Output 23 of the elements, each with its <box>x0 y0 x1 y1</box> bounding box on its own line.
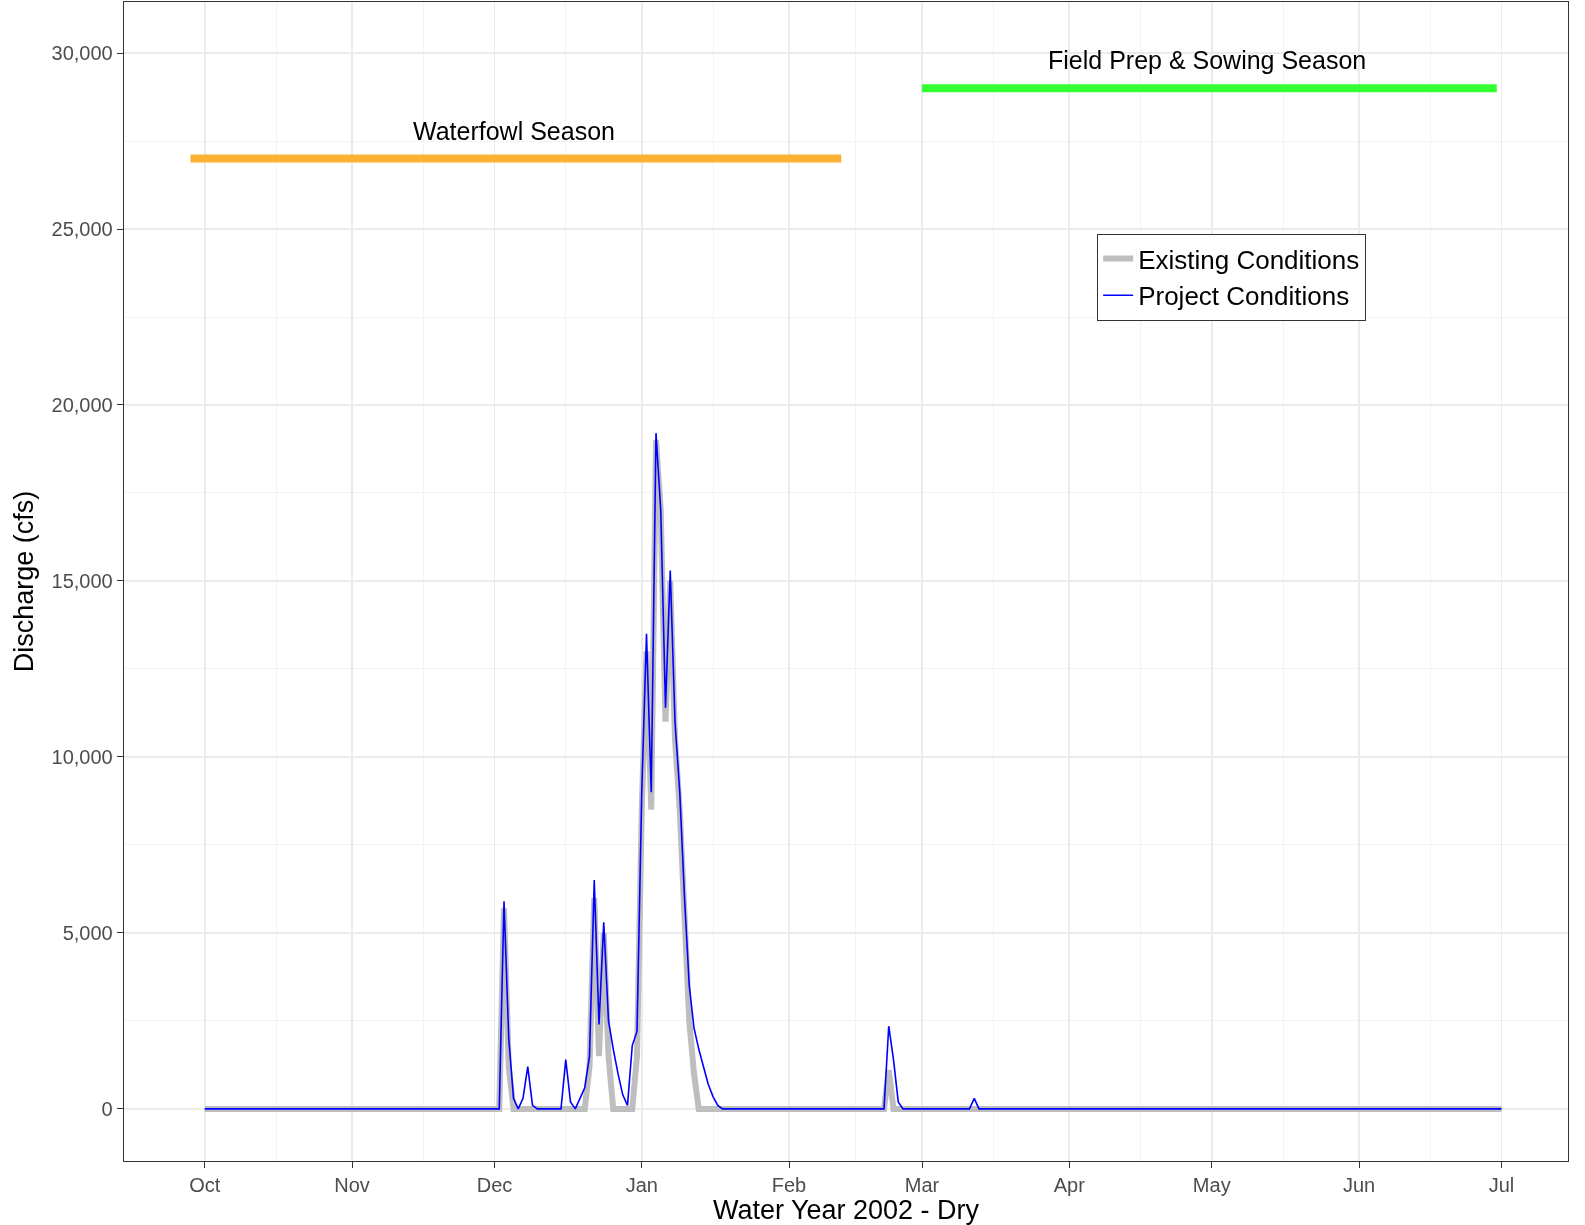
x-axis-title: Water Year 2002 - Dry <box>712 1195 980 1225</box>
x-tick-label: Mar <box>904 1174 940 1197</box>
legend-label: Existing Conditions <box>1138 244 1360 275</box>
y-axis-title: Discharge (cfs) <box>8 490 39 673</box>
series-label: Waterfowl Season <box>413 117 615 145</box>
y-tick-label: 20,000 <box>51 393 113 416</box>
x-tick-label: Jul <box>1488 1174 1515 1197</box>
y-tick-label: 0 <box>101 1097 113 1120</box>
y-tick-label: 15,000 <box>51 569 113 592</box>
y-tick-label: 25,000 <box>51 218 113 241</box>
y-tick-label: 30,000 <box>51 42 113 65</box>
series-label: Field Prep & Sowing Season <box>1048 46 1367 74</box>
x-tick-label: Feb <box>771 1174 807 1197</box>
x-tick-label: Nov <box>334 1174 370 1197</box>
y-tick-label: 10,000 <box>51 745 113 768</box>
x-tick-label: Apr <box>1053 1174 1086 1197</box>
x-tick-label: Dec <box>476 1174 513 1197</box>
x-tick-label: Jun <box>1342 1174 1376 1197</box>
legend-label: Project Conditions <box>1138 281 1350 312</box>
x-tick-label: May <box>1192 1174 1231 1197</box>
x-tick-label: Jan <box>625 1174 658 1197</box>
x-tick-label: Oct <box>189 1174 221 1197</box>
y-tick-label: 5,000 <box>62 921 113 944</box>
